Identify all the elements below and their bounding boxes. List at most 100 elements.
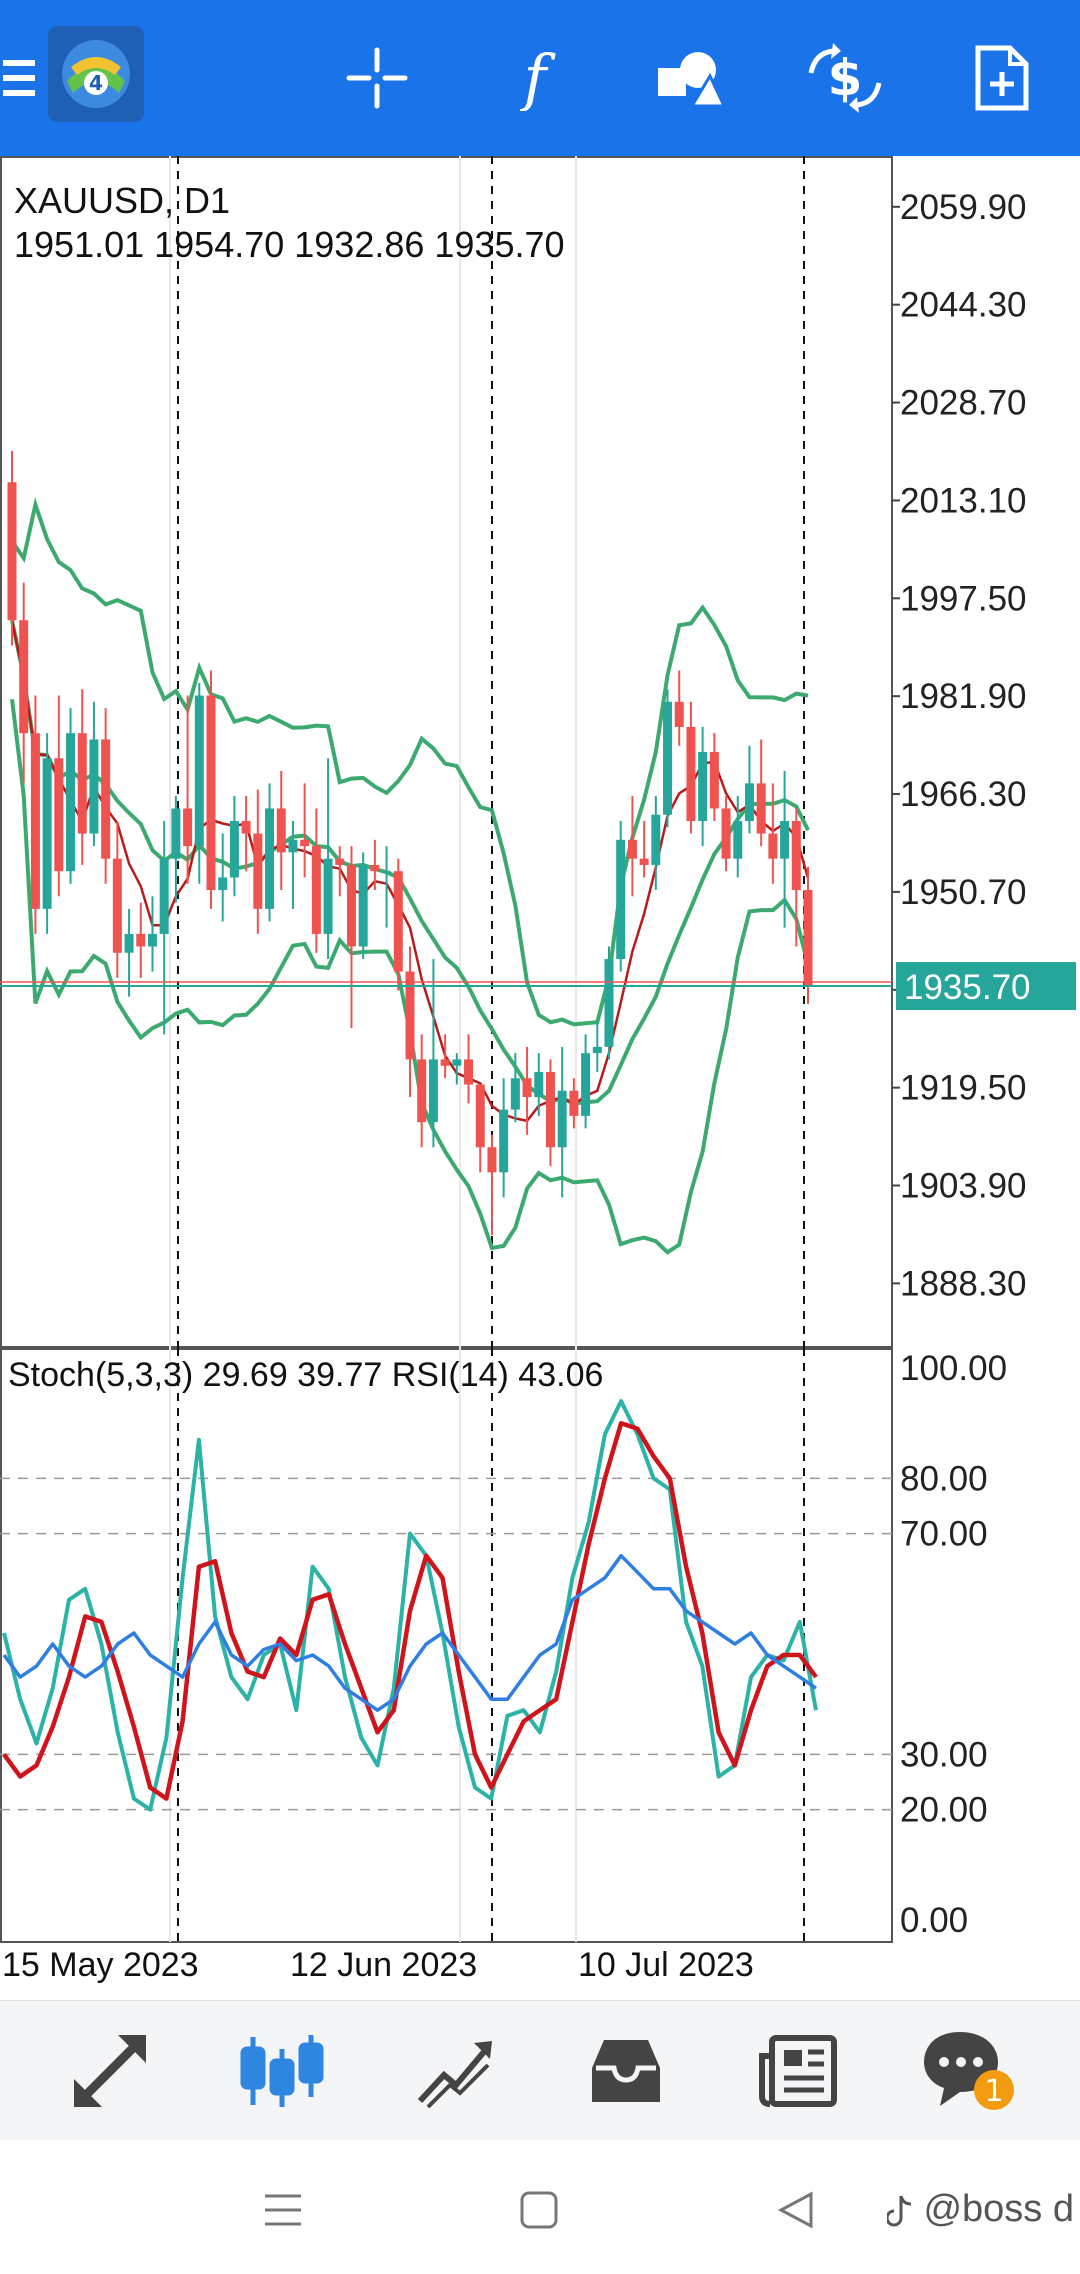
watermark: @boss d: [885, 2188, 1074, 2231]
candle-body: [780, 821, 790, 859]
candle: [627, 795, 637, 897]
candle-body: [323, 858, 333, 934]
candle-body: [346, 864, 356, 947]
candle-body: [557, 1090, 567, 1148]
oscillator-canvas[interactable]: 100.00 80.00 70.00 30.00 20.00 0.00: [0, 1348, 1080, 1948]
candle-body: [440, 1059, 450, 1066]
candle: [300, 783, 310, 878]
price-axis-label: 2059.90: [900, 188, 1027, 227]
bollinger-middle: [10, 619, 810, 1106]
candle-body: [7, 482, 17, 621]
price-axis-label: 2028.70: [900, 384, 1027, 423]
metatrader-logo-icon[interactable]: 4: [48, 26, 144, 122]
trade-icon[interactable]: [394, 2021, 514, 2121]
candle: [194, 682, 204, 884]
osc-frame: [0, 1348, 893, 1943]
candle-body: [733, 821, 743, 859]
candle: [768, 783, 778, 884]
candle: [124, 908, 134, 997]
level-label: 80.00: [900, 1459, 988, 1498]
new-document-icon[interactable]: [946, 28, 1056, 128]
objects-icon[interactable]: [634, 28, 744, 128]
candle-body: [639, 858, 649, 865]
candle-body: [54, 758, 64, 872]
bottom-tab-bar: 1: [0, 2000, 1080, 2140]
time-axis: 15 May 2023 12 Jun 2023 10 Jul 2023: [0, 1940, 1080, 2000]
level-label: 70.00: [900, 1515, 988, 1554]
candle-body: [627, 839, 637, 859]
candle: [674, 670, 684, 746]
candle: [393, 858, 403, 991]
candle: [7, 450, 17, 646]
candle: [171, 795, 181, 903]
candle: [241, 795, 251, 872]
candle-body: [147, 933, 157, 947]
recent-apps-icon[interactable]: [238, 2170, 328, 2250]
level-label: 100.00: [900, 1349, 1007, 1388]
candle-body: [218, 877, 228, 891]
candle: [218, 833, 228, 922]
news-icon[interactable]: [738, 2021, 858, 2121]
candle: [382, 846, 392, 928]
candle: [323, 758, 333, 960]
quotes-icon[interactable]: [50, 2021, 170, 2121]
price-chart[interactable]: 2059.90 2044.30 2028.70 2013.10 1997.50 1981.…: [0, 156, 1080, 1348]
time-label: 10 Jul 2023: [578, 1946, 754, 1984]
price-axis-label: 1966.30: [900, 775, 1027, 814]
chart-tab-icon[interactable]: [222, 2021, 342, 2121]
candle: [487, 1134, 497, 1236]
candle: [311, 808, 321, 953]
svg-text:4: 4: [89, 71, 103, 95]
candle: [709, 733, 719, 822]
history-icon[interactable]: [566, 2021, 686, 2121]
candle: [346, 846, 356, 1029]
candle: [452, 1053, 462, 1085]
candle: [417, 1034, 427, 1148]
price-axis-label: 1950.70: [900, 873, 1027, 912]
back-icon[interactable]: [752, 2170, 842, 2250]
candle-body: [686, 726, 696, 822]
crosshair-icon[interactable]: [322, 28, 432, 128]
candle-body: [183, 808, 193, 847]
candle: [698, 726, 708, 847]
menu-icon[interactable]: [0, 28, 40, 128]
candle-body: [803, 889, 813, 987]
candle-body: [194, 695, 204, 847]
currency-icon[interactable]: $: [790, 28, 900, 128]
candle-body: [358, 864, 368, 947]
rsi-line: [2, 1553, 817, 1712]
indicator-info: Stoch(5,3,3) 29.69 39.77 RSI(14) 43.06: [8, 1356, 604, 1394]
oscillator-window[interactable]: 100.00 80.00 70.00 30.00 20.00 0.00 Stoch(5,3…: [0, 1348, 1080, 1948]
candle-body: [159, 858, 169, 934]
price-axis-label: 2013.10: [900, 481, 1027, 520]
price-chart-canvas[interactable]: 2059.90 2044.30 2028.70 2013.10 1997.50 1981.…: [0, 156, 1080, 1348]
candle-body: [393, 871, 403, 972]
top-toolbar: 4 f $: [0, 0, 1080, 156]
candle-body: [124, 933, 134, 953]
chat-icon[interactable]: 1: [910, 2021, 1030, 2121]
price-axis-label: 1919.50: [900, 1069, 1027, 1108]
candle: [66, 708, 76, 884]
candle-body: [534, 1071, 544, 1098]
candle-body: [756, 783, 766, 834]
svg-text:$: $: [828, 49, 863, 107]
candle-body: [253, 833, 263, 909]
function-icon[interactable]: f: [480, 28, 590, 128]
candle-body: [698, 752, 708, 822]
candle: [464, 1034, 474, 1104]
ohlc-values: 1951.01 1954.70 1932.86 1935.70: [14, 224, 565, 265]
candle: [475, 1084, 485, 1173]
candle: [370, 839, 380, 891]
candle: [534, 1053, 544, 1116]
candle-body: [288, 839, 298, 853]
candle-body: [604, 959, 614, 1047]
candle: [265, 783, 275, 922]
svg-text:f: f: [520, 45, 557, 111]
candle: [744, 745, 754, 834]
candle-body: [663, 701, 673, 815]
candle-body: [744, 783, 754, 822]
candle: [335, 846, 345, 897]
home-icon[interactable]: [494, 2170, 584, 2250]
candle: [253, 789, 263, 934]
candle: [136, 902, 146, 978]
